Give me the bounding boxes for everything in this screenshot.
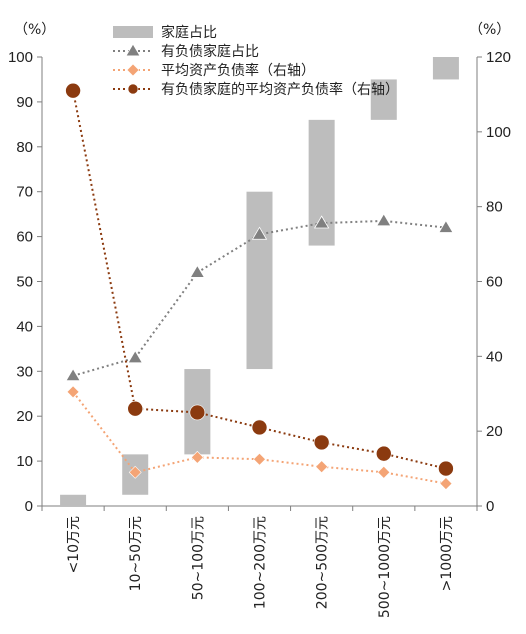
x-category-label: 200~500万元 bbox=[315, 516, 331, 609]
left-tick-label: 20 bbox=[16, 408, 33, 425]
data-point-triangle bbox=[251, 226, 268, 240]
left-tick-label: 80 bbox=[16, 139, 33, 156]
legend-label: 平均资产负债率（右轴） bbox=[161, 62, 315, 79]
left-tick-label: 100 bbox=[8, 49, 33, 66]
left-tick-label: 70 bbox=[16, 184, 33, 201]
left-tick-label: 0 bbox=[25, 498, 33, 515]
data-point-circle bbox=[189, 404, 206, 421]
floating-bar bbox=[60, 494, 87, 506]
data-point-triangle bbox=[313, 215, 330, 229]
left-tick-label: 40 bbox=[16, 318, 33, 335]
left-axis-unit: （%） bbox=[14, 22, 55, 38]
data-point-diamond bbox=[66, 385, 80, 399]
circle-marker bbox=[127, 83, 139, 95]
right-axis-unit: （%） bbox=[469, 22, 510, 38]
data-point-triangle bbox=[65, 368, 81, 382]
right-tick-label: 40 bbox=[486, 348, 503, 365]
floating-bar bbox=[370, 79, 397, 120]
data-point-triangle bbox=[127, 350, 143, 364]
x-category-label: 500~1000万元 bbox=[377, 516, 393, 618]
legend-label: 有负债家庭占比 bbox=[161, 43, 259, 60]
data-point-triangle bbox=[438, 219, 454, 233]
diamond-marker bbox=[126, 63, 140, 77]
right-tick-label: 120 bbox=[486, 49, 511, 66]
data-point-circle bbox=[65, 82, 81, 99]
data-point-circle bbox=[313, 434, 330, 451]
bars-group bbox=[60, 57, 459, 506]
legend-label: 家庭占比 bbox=[161, 24, 217, 41]
right-tick-label: 60 bbox=[486, 274, 503, 291]
x-category-label: 100~200万元 bbox=[253, 516, 269, 609]
legend-label: 有负债家庭的平均资产负债率（右轴） bbox=[161, 81, 399, 98]
data-point-diamond bbox=[190, 450, 204, 464]
x-category-label: >1000万元 bbox=[439, 516, 455, 591]
axes: 0 10 20 30 40 50 60 70 80 90 100 0 20 40 60 80 100 120 <10… bbox=[8, 49, 511, 618]
left-tick-label: 10 bbox=[16, 453, 33, 470]
data-point-diamond bbox=[439, 477, 453, 490]
data-point-diamond bbox=[253, 452, 266, 466]
x-category-label: <10万元 bbox=[66, 516, 82, 574]
left-tick-label: 50 bbox=[16, 274, 33, 291]
data-point-diamond bbox=[128, 465, 142, 479]
data-point-diamond bbox=[377, 465, 391, 479]
data-point-circle bbox=[375, 445, 392, 462]
data-point-triangle bbox=[189, 264, 206, 278]
x-category-label: 50~100万元 bbox=[190, 516, 206, 600]
data-point-circle bbox=[251, 419, 268, 436]
data-point-circle bbox=[438, 460, 454, 477]
lines-group bbox=[65, 82, 454, 490]
floating-bar bbox=[246, 191, 273, 370]
legend-swatch-bar bbox=[113, 26, 153, 38]
data-point-diamond bbox=[315, 460, 329, 474]
triangle-marker bbox=[125, 43, 141, 57]
x-category-label: 10~50万元 bbox=[128, 516, 144, 591]
right-tick-label: 80 bbox=[486, 199, 503, 216]
left-tick-label: 30 bbox=[16, 363, 33, 380]
data-point-triangle bbox=[376, 213, 392, 227]
right-tick-label: 20 bbox=[486, 423, 503, 440]
right-tick-label: 0 bbox=[486, 498, 494, 515]
data-point-circle bbox=[127, 400, 144, 417]
floating-bar bbox=[432, 57, 459, 80]
left-tick-label: 60 bbox=[16, 229, 33, 246]
right-tick-label: 100 bbox=[486, 124, 511, 141]
left-tick-label: 90 bbox=[16, 94, 33, 111]
